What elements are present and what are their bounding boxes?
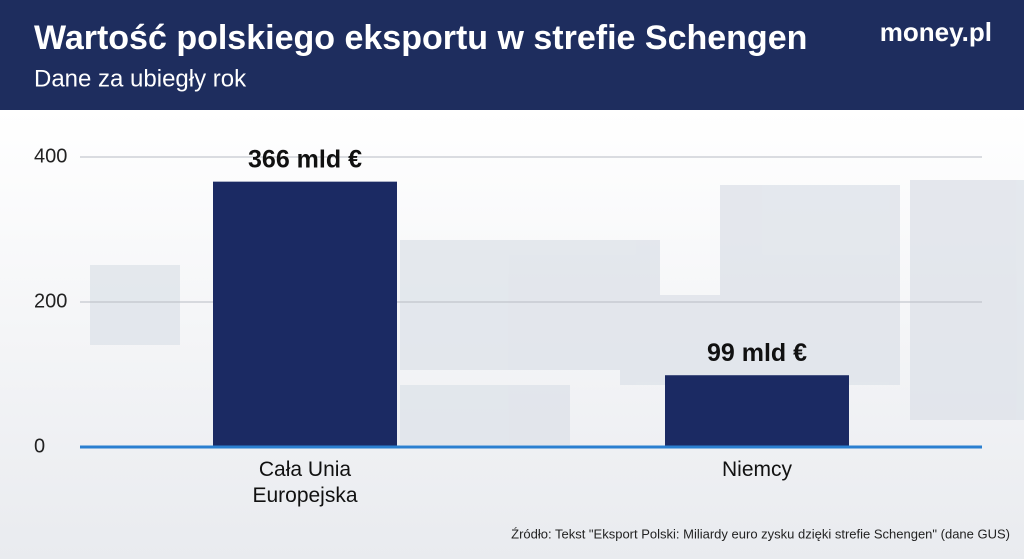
brand-logo: money.pl bbox=[880, 17, 992, 47]
bar bbox=[665, 375, 849, 447]
y-tick-label: 0 bbox=[34, 435, 45, 457]
header-band bbox=[0, 0, 1024, 110]
x-tick-label: Cała Unia Europejska bbox=[252, 458, 358, 507]
x-tick-label: Niemcy bbox=[721, 458, 792, 481]
value-label: 366 mld € bbox=[248, 145, 362, 173]
source-note: Źródło: Tekst "Eksport Polski: Miliardy … bbox=[511, 526, 1010, 541]
bar bbox=[213, 181, 397, 447]
chart-title: Wartość polskiego eksportu w strefie Sch… bbox=[34, 19, 807, 57]
value-label: 99 mld € bbox=[707, 339, 807, 367]
y-tick-label: 200 bbox=[34, 290, 67, 312]
y-tick-label: 400 bbox=[34, 145, 67, 167]
chart-subtitle: Dane za ubiegły rok bbox=[34, 65, 247, 92]
container-decor bbox=[90, 180, 1024, 445]
